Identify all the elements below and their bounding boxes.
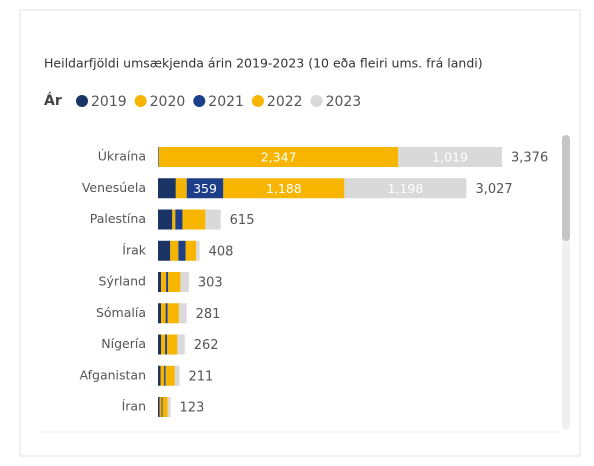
category-label: Írak: [122, 242, 146, 257]
segment-label: 1,019: [432, 150, 468, 165]
category-label: Sómalía: [96, 305, 146, 320]
bar-segment: [180, 272, 188, 292]
legend-label: 2019: [91, 94, 127, 110]
total-label: 211: [189, 369, 214, 384]
bar-segment: [176, 178, 187, 198]
bar-segment: [161, 335, 165, 355]
category-label: Íran: [122, 399, 146, 414]
bar-segment: [168, 303, 179, 323]
bar-segment: [165, 335, 167, 355]
bar-segment: [158, 241, 170, 261]
legend-label: 2022: [267, 94, 303, 110]
category-label: Nígería: [101, 336, 146, 351]
legend-label: 2023: [326, 94, 362, 110]
total-label: 281: [196, 307, 221, 322]
legend-label: 2020: [150, 94, 186, 110]
card: [20, 10, 580, 456]
bar-segment: [168, 272, 180, 292]
bar-segment: [158, 272, 161, 292]
bar-segment: [158, 303, 161, 323]
total-label: 303: [198, 276, 223, 291]
bar-segment: [175, 366, 180, 386]
bar-segment: [161, 303, 166, 323]
category-label: Venesúela: [82, 180, 146, 195]
bar-segment: [196, 241, 199, 261]
total-label: 3,376: [511, 151, 548, 166]
bar-segment: [158, 335, 161, 355]
legend-marker: [76, 95, 88, 107]
total-label: 262: [194, 338, 219, 353]
segment-label: 359: [193, 181, 217, 196]
bar-segment: [160, 397, 162, 417]
bar-segment: [179, 303, 187, 323]
segment-label: 1,198: [388, 181, 424, 196]
segment-label: 1,188: [266, 181, 302, 196]
bar-segment: [158, 366, 161, 386]
bar-segment: [170, 241, 178, 261]
chart-title: Heildarfjöldi umsækjenda árin 2019-2023 …: [44, 56, 483, 71]
legend-marker: [193, 95, 205, 107]
legend-marker: [135, 95, 147, 107]
bar-segment: [172, 210, 175, 230]
bar-segment: [182, 210, 205, 230]
total-label: 615: [230, 213, 255, 228]
bar-segment: [158, 397, 160, 417]
bar-segment: [205, 210, 220, 230]
total-label: 408: [209, 244, 234, 259]
bar-segment: [166, 366, 175, 386]
bar-segment: [186, 241, 197, 261]
bar-segment: [166, 303, 168, 323]
total-label: 3,027: [475, 182, 512, 197]
category-label: Palestína: [90, 211, 146, 226]
bar-segment: [175, 210, 182, 230]
bar-segment: [158, 178, 176, 198]
bar-segment: [164, 366, 166, 386]
bar-segment: [167, 335, 177, 355]
bar-segment: [177, 335, 184, 355]
bar-segment: [158, 210, 172, 230]
legend-title: Ár: [44, 92, 62, 109]
segment-label: 2,347: [261, 150, 297, 165]
bar-segment: [162, 397, 163, 417]
bar-segment: [163, 397, 168, 417]
total-label: 123: [180, 401, 205, 416]
legend-marker: [311, 95, 323, 107]
legend-label: 2021: [208, 94, 244, 110]
bar-segment: [166, 272, 168, 292]
bar-segment: [161, 272, 166, 292]
bar-segment: [178, 241, 185, 261]
bar-segment: [161, 366, 165, 386]
scrollbar-thumb[interactable]: [562, 135, 570, 241]
category-label: Úkraína: [98, 149, 146, 164]
category-label: Sýrland: [99, 274, 146, 289]
category-label: Afganistan: [80, 367, 147, 382]
legend-marker: [252, 95, 264, 107]
bar-segment: [168, 397, 171, 417]
